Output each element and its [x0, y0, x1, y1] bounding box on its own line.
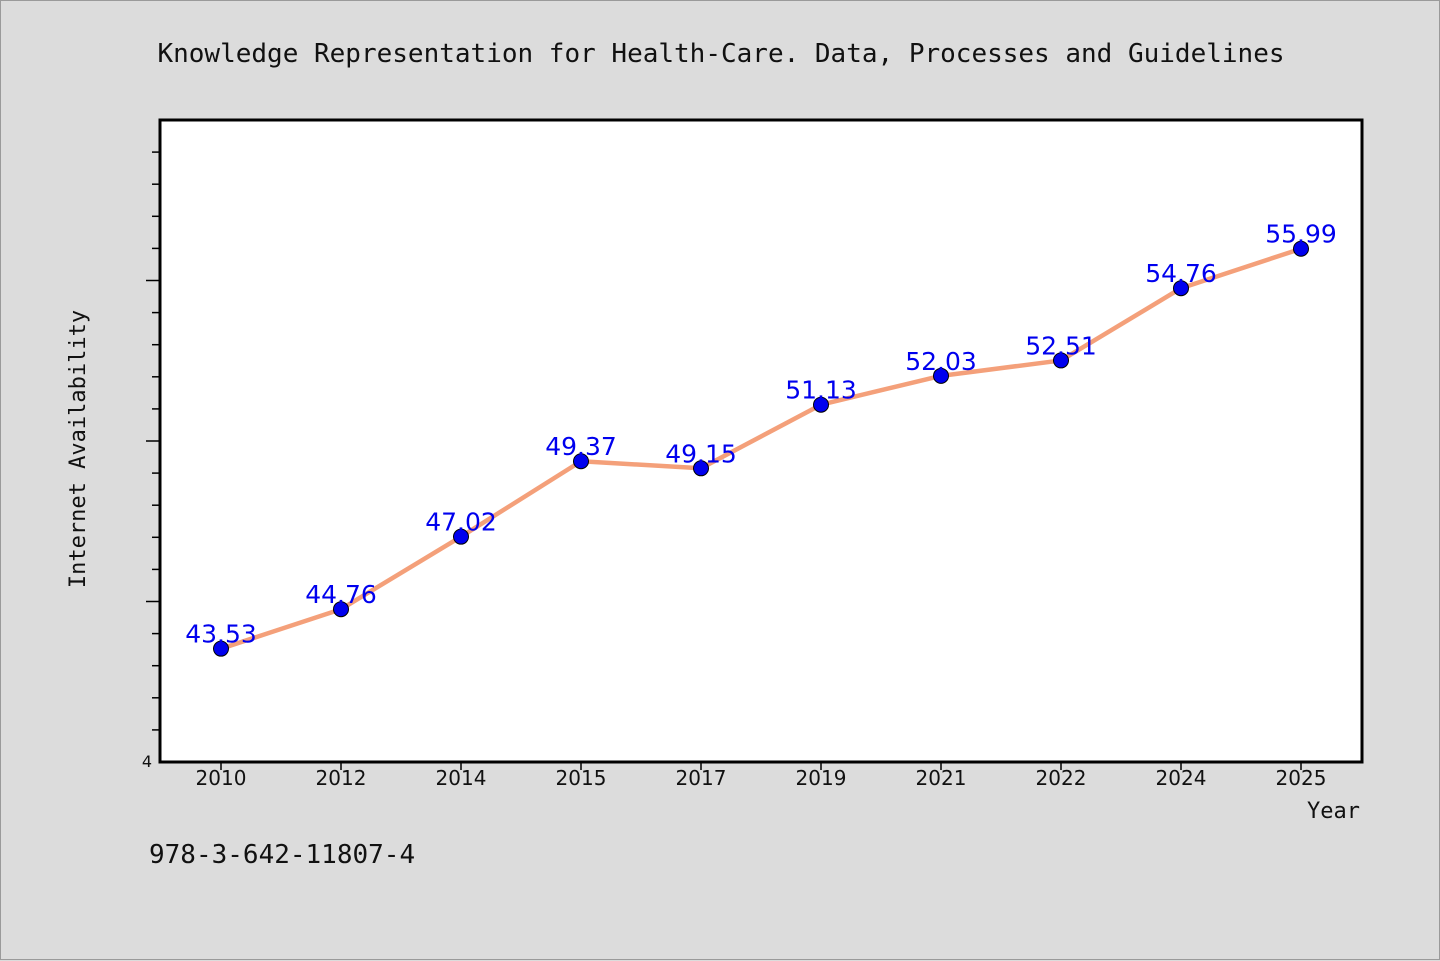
chart-title: Knowledge Representation for Health-Care… [157, 39, 1284, 69]
plot-area [158, 118, 1364, 764]
data-point [333, 601, 349, 618]
x-tick-label: 2024 [1156, 766, 1207, 790]
series-layer: 43.53 44.76 47.02 49.37 49.15 51.13 52.03 52.51… [185, 220, 1337, 657]
isbn-footer: 978-3-642-11807-4 [149, 840, 415, 870]
data-point [213, 640, 229, 657]
data-point [933, 367, 949, 384]
x-tick-label: 2021 [916, 766, 967, 790]
data-point [693, 460, 709, 477]
data-point [1053, 352, 1069, 369]
data-label: 52.51 [1025, 331, 1097, 360]
x-tick-label: 2015 [556, 766, 607, 790]
y-axis-title: Internet Availability [66, 310, 91, 588]
data-point [573, 453, 589, 470]
data-label: 51.13 [785, 376, 857, 405]
data-label: 44.76 [305, 580, 377, 609]
data-label: 54.76 [1145, 259, 1217, 288]
x-axis-ticks: 2010 2012 2014 2015 2017 2019 2021 2022 2024 2025 [196, 762, 1327, 790]
data-point [1293, 240, 1309, 257]
data-point [453, 528, 469, 545]
x-tick-label: 2014 [436, 766, 487, 790]
series-line [218, 246, 1304, 651]
data-label: 49.37 [545, 432, 617, 461]
y-origin-label: 4 [142, 752, 152, 771]
data-label: 43.53 [185, 620, 257, 649]
x-tick-label: 2022 [1036, 766, 1087, 790]
x-tick-label: 2025 [1276, 766, 1327, 790]
x-tick-label: 2012 [316, 766, 367, 790]
x-axis-title: Year [1307, 799, 1360, 824]
data-label: 55.99 [1265, 220, 1337, 249]
data-point [1173, 280, 1189, 297]
data-label: 49.15 [665, 439, 737, 468]
data-label: 47.02 [425, 508, 497, 537]
data-label: 52.03 [905, 347, 977, 376]
x-tick-label: 2017 [676, 766, 727, 790]
x-tick-label: 2010 [196, 766, 247, 790]
data-point [813, 396, 829, 413]
x-tick-label: 2019 [796, 766, 847, 790]
y-axis-ticks [146, 151, 160, 731]
